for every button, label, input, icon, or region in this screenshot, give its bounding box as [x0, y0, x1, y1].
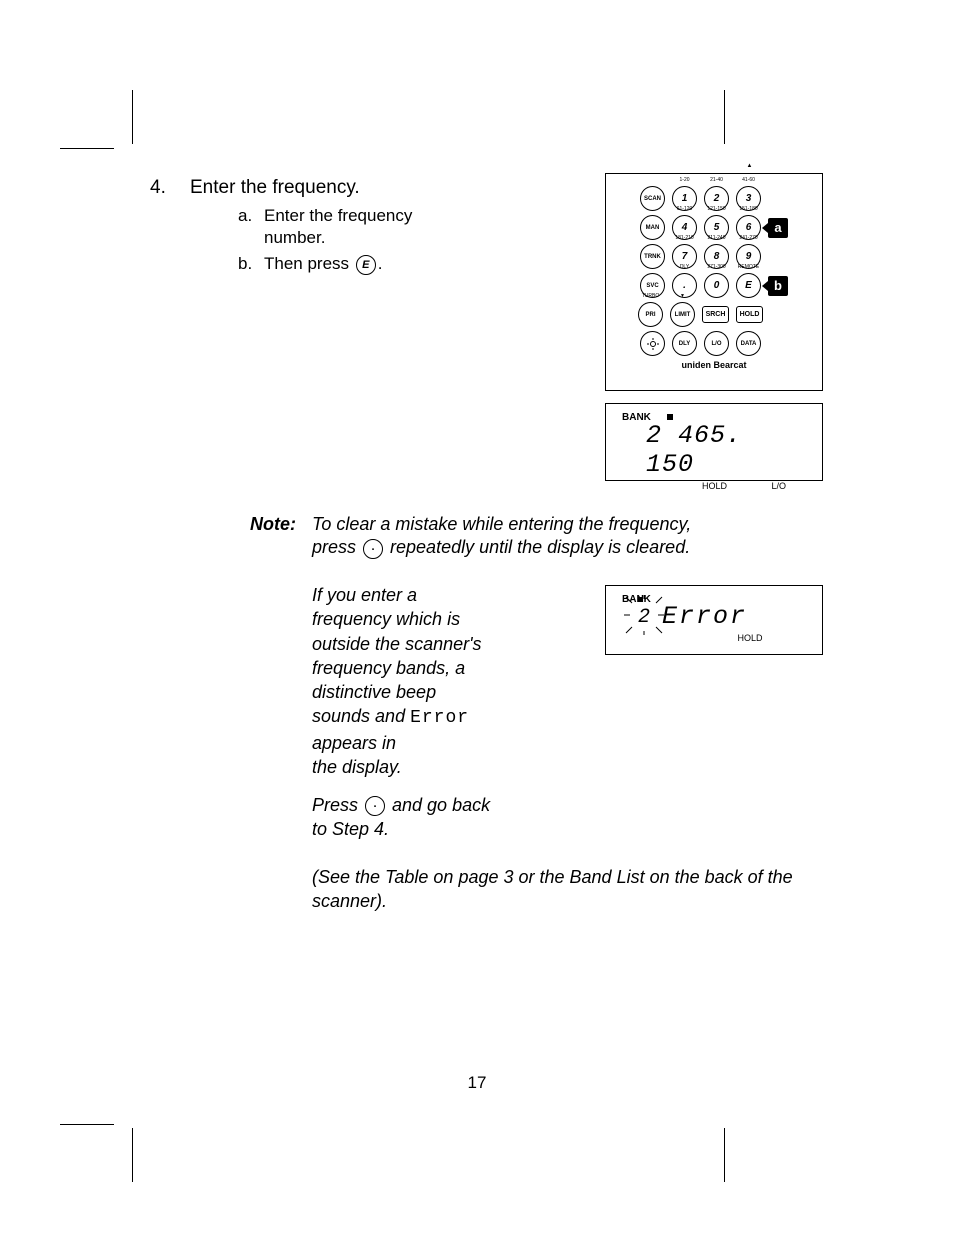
brand-text: uniden Bearcat	[624, 360, 804, 370]
text: press	[312, 537, 361, 557]
lcd-display-error: BANK 2 Err	[605, 585, 823, 655]
error-paragraph: If you enter a frequency which is outsid…	[312, 583, 582, 779]
note-label: Note:	[250, 513, 312, 560]
text: Press	[312, 795, 363, 815]
text: to Step 4.	[312, 817, 712, 841]
note-section: Note: To clear a mistake while entering …	[250, 513, 830, 560]
step-number: 4.	[120, 177, 190, 199]
press-paragraph: Press . and go back to Step 4.	[312, 793, 712, 842]
callout-a: a	[768, 218, 788, 238]
text: Then press	[264, 254, 354, 273]
keypad-figure: SCAN 1-201 21-402 41-603 MAN 61-1204 121…	[605, 173, 823, 391]
key-0: 271-3000	[704, 273, 729, 298]
text: frequency which is	[312, 607, 582, 631]
text: distinctive beep	[312, 680, 582, 704]
page-number: 17	[120, 1073, 834, 1093]
bank-indicator	[667, 414, 673, 420]
lcd-lo: L/O	[771, 481, 786, 491]
text: If you enter a	[312, 583, 582, 607]
lcd-error-text: Error	[662, 602, 747, 631]
man-button: MAN	[640, 215, 665, 240]
trnk-button: TRNK	[640, 244, 665, 269]
note-line2: press . repeatedly until the display is …	[312, 536, 830, 559]
see-paragraph: (See the Table on page 3 or the Band Lis…	[312, 865, 822, 914]
text: and go back	[387, 795, 490, 815]
text: outside the scanner's	[312, 632, 582, 656]
note-line1: To clear a mistake while entering the fr…	[312, 513, 830, 536]
text: frequency bands, a	[312, 656, 582, 680]
srch-button: SRCH	[702, 306, 729, 323]
lcd-hold: HOLD	[702, 481, 727, 491]
lcd-frequency: 2 465. 150	[646, 421, 806, 479]
pri-button: TURBOPRI	[638, 302, 663, 327]
substep-text: Enter the frequency number.	[264, 205, 444, 249]
text: appears in	[312, 731, 582, 755]
blink-icon: 2	[622, 601, 662, 631]
text: the display.	[312, 755, 582, 779]
scan-button: SCAN	[640, 186, 665, 211]
light-button	[640, 331, 665, 356]
lcd-text: Error	[410, 708, 469, 728]
lcd-hold: HOLD	[694, 633, 806, 643]
data-button: DATA	[736, 331, 761, 356]
text: sounds and Error	[312, 704, 582, 730]
dot-button-icon: .	[365, 796, 385, 816]
dot-button-icon: .	[363, 539, 383, 559]
key-e: REMOTEE	[736, 273, 761, 298]
hold-button: ▲HOLD	[736, 306, 763, 323]
svg-text:2: 2	[638, 606, 650, 629]
text: .	[378, 254, 383, 273]
lcd-display-1: BANK 2 465. 150 HOLD L/O	[605, 403, 823, 481]
substep-letter: a.	[238, 205, 264, 249]
dly-button: DLY	[672, 331, 697, 356]
limit-button: ▼LIMIT	[670, 302, 695, 327]
substep-text: Then press E.	[264, 253, 444, 275]
text: repeatedly until the display is cleared.	[385, 537, 690, 557]
callout-b: b	[768, 276, 788, 296]
e-button-icon: E	[356, 255, 376, 275]
substep-letter: b.	[238, 253, 264, 275]
lo-button: L/O	[704, 331, 729, 356]
